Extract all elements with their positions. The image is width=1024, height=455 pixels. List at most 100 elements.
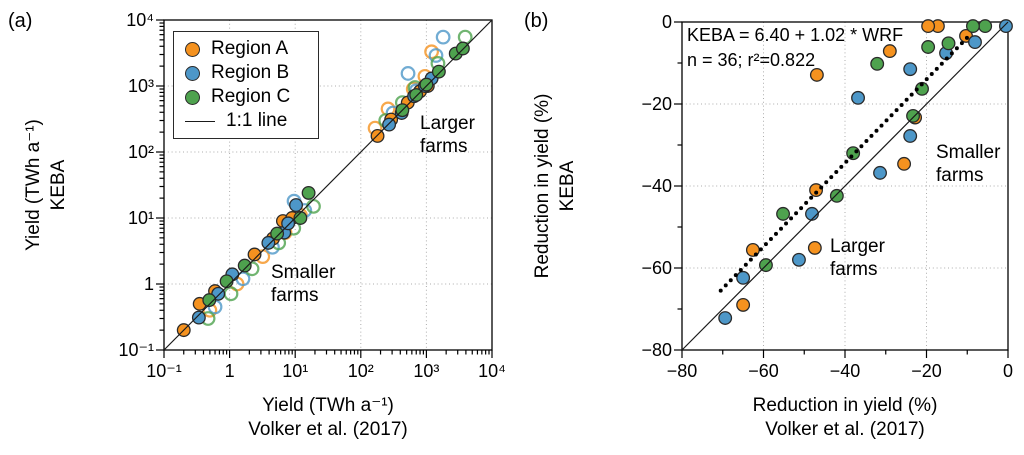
scatter-point [873,165,887,180]
panel-b-x-axis-label-line1: Reduction in yield (%) [752,395,938,416]
data-points [176,29,473,338]
x-tick-label: 10⁻¹ [146,361,182,381]
axis-ticks [156,19,493,358]
scatter-point [903,129,918,143]
legend-label-one-to-one: 1:1 line [226,110,288,131]
panel-b-y-axis-label: Reduction in yield (%) KEBA [530,21,580,351]
tick-labels: 10⁻¹ 1 10¹ 10² 10³ 10⁴ 10⁻¹ 1 10¹ 10² 10³ 10⁴ [118,10,505,381]
panel-a-x-axis-label-line1: Yield (TWh a⁻¹) [262,395,394,416]
x-tick-label: −40 [830,361,861,381]
scatter-point [301,185,316,200]
annotation-line: farms [830,259,878,280]
annotation-line: Larger [830,236,885,257]
panel-a-y-axis-label: Yield (TWh a⁻¹) KEBA [21,20,71,350]
scatter-point [431,64,446,79]
scatter-point [921,40,936,54]
scatter-point [941,36,956,51]
panel-a-letter: (a) [8,10,33,32]
y-tick-label: 1 [144,274,154,294]
scatter-point [966,19,980,34]
annotation-line: farms [420,136,468,157]
panel-a-y-axis-label-line2: KEBA [48,159,69,211]
regression-equation: KEBA = 6.40 + 1.02 * WRF [687,25,904,45]
one-to-one-line [163,19,493,351]
y-tick-label: 10³ [128,76,154,96]
scatter-point [921,19,936,34]
annotation-line: Larger [420,113,475,134]
scatter-point [293,211,308,225]
y-tick-label: −80 [641,340,672,360]
scatter-point [809,67,824,82]
panel-a-y-axis-label-line1: Yield (TWh a⁻¹) [23,119,44,251]
legend-label-region-b: Region B [211,62,290,83]
scatter-point-open [223,286,239,302]
x-tick-label: 10⁴ [478,361,506,381]
legend-label-region-a: Region A [211,38,289,59]
panel-a-annotation-larger-farms: Larger farms [420,112,475,158]
panel-b-plot: −80 −60 −40 −20 0 0 −20 −40 −60 −80 [641,12,1013,381]
scatter-point [261,235,276,250]
regression-stats: n = 36; r²=0.822 [687,50,816,70]
x-tick-label: 10² [348,361,374,381]
scatter-point [792,252,806,267]
scatter-point [382,117,397,132]
plot-frame [681,21,1009,351]
scatter-point [736,270,751,285]
panel-b-annotation-smaller-farms: Smaller farms [936,141,1000,187]
annotation-line: farms [936,165,984,186]
y-tick-label: −40 [641,176,672,196]
y-tick-label: −60 [641,258,672,278]
x-tick-label: 1 [225,361,235,381]
scatter-point [219,274,234,289]
one-to-one-line [681,21,1009,351]
scatter-point [281,216,296,231]
axis-ticks [674,21,1009,358]
scatter-point [237,258,252,273]
scatter-point-open [435,29,451,45]
scatter-point [270,226,285,241]
scatter-point [903,62,918,77]
annotation-line: farms [271,285,319,306]
scatter-point-open [400,66,416,81]
region-b-marker-icon [185,65,200,81]
panel-b-letter: (b) [524,10,549,32]
legend-label-region-c: Region C [211,86,291,107]
x-tick-label: −60 [748,361,779,381]
panel-b-y-axis-label-line1: Reduction in yield (%) [532,93,553,279]
scatter-point [191,310,206,325]
region-a-marker-icon [185,41,200,57]
scatter-point [846,146,861,161]
legend-item-region-a: Region A [185,37,318,61]
panel-b-annotation-larger-farms: Larger farms [830,235,885,281]
panel-a-plot: 10⁻¹ 1 10¹ 10² 10³ 10⁴ 10⁻¹ 1 10¹ 10² 10³ 10⁴ [118,10,505,381]
legend-item-region-c: Region C [185,85,318,109]
legend-item-region-b: Region B [185,61,318,85]
gridlines [164,20,492,350]
y-tick-label: −20 [641,94,672,114]
panel-a-x-axis-label-line2: Volker et al. (2017) [248,419,408,440]
scatter-point [968,35,982,50]
scatter-point [247,247,262,262]
scatter-point [870,56,885,71]
regression-fit-line [718,33,972,293]
scatter-point-open [424,44,439,60]
plot-frame [163,19,493,351]
y-tick-label: 10⁻¹ [118,340,154,360]
scatter-point [999,19,1013,34]
y-tick-label: 0 [662,12,672,32]
region-c-marker-icon [185,89,200,105]
scatter-point [829,188,844,203]
scatter-point [851,90,865,105]
legend-item-one-to-one: 1:1 line [185,109,318,133]
tick-labels: −80 −60 −40 −20 0 0 −20 −40 −60 −80 [641,12,1013,381]
scatter-point [882,44,897,59]
y-tick-label: 10¹ [128,208,154,228]
scatter-point [736,297,751,312]
panel-b-x-axis-label: Reduction in yield (%) Volker et al. (20… [695,394,995,442]
annotation-line: Smaller [936,142,1001,163]
panel-a-annotation-smaller-farms: Smaller farms [271,261,335,307]
x-tick-label: 10³ [413,361,439,381]
scatter-point [805,206,819,221]
x-tick-label: −80 [667,361,698,381]
